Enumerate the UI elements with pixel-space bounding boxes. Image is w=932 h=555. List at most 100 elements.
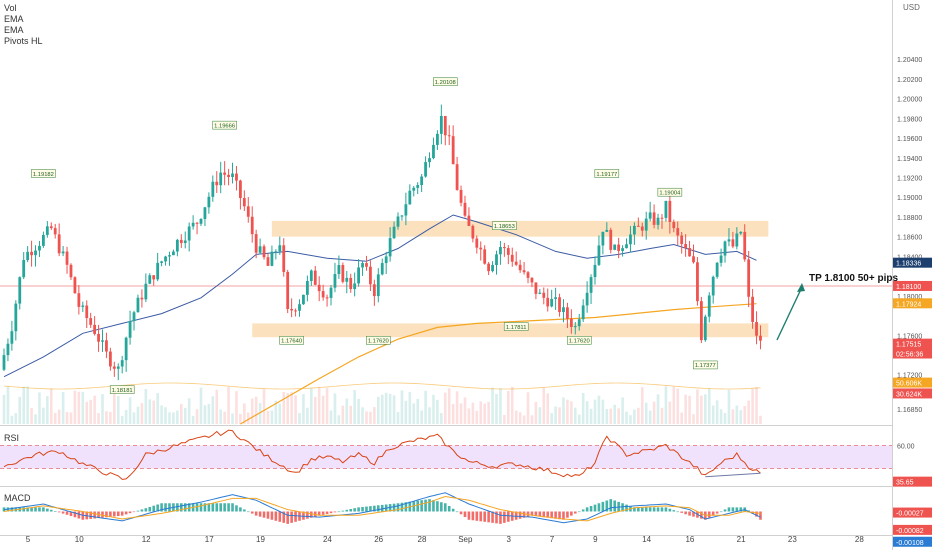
volume-bar <box>53 413 57 424</box>
macd-histogram-bar <box>672 510 676 512</box>
macd-histogram-bar <box>503 511 506 523</box>
volume-bar <box>507 391 510 424</box>
volume-bar <box>69 412 73 424</box>
candle-body <box>349 277 353 290</box>
macd-histogram-bar <box>57 511 61 513</box>
macd-histogram-bar <box>534 511 538 517</box>
legend-ema-fast[interactable]: EMA <box>4 14 24 24</box>
price-tick-label: 1.17600 <box>897 333 922 340</box>
macd-histogram-bar <box>156 504 159 512</box>
volume-bar <box>136 406 140 424</box>
volume-bar <box>109 411 112 424</box>
candle-body <box>250 216 254 235</box>
candle-body <box>530 277 534 283</box>
legend-ema-slow[interactable]: EMA <box>4 25 24 35</box>
candle-body <box>30 251 33 256</box>
volume-bar <box>258 403 262 424</box>
volume-bar <box>672 386 676 424</box>
volume-bar <box>207 403 211 424</box>
candle-body <box>313 270 317 285</box>
macd-histogram-bar <box>396 503 400 512</box>
volume-bar <box>302 394 305 424</box>
candle-body <box>18 277 22 304</box>
volume-bar <box>152 400 156 424</box>
candle-body <box>191 222 195 227</box>
candle-body <box>120 360 124 367</box>
volume-bar <box>73 390 77 424</box>
volume-bar <box>593 399 597 424</box>
candle-body <box>755 321 758 336</box>
candle-body <box>223 172 227 175</box>
candle-body <box>731 239 735 247</box>
price-badge: 30.624K <box>896 391 922 398</box>
macd-histogram-bar <box>392 503 396 512</box>
macd-line <box>3 492 761 524</box>
volume-bar <box>365 411 368 424</box>
candle-body <box>609 229 613 250</box>
volume-bar <box>321 395 325 424</box>
volume-bars <box>2 382 762 424</box>
candle-body <box>116 366 120 369</box>
candle-body <box>376 274 380 297</box>
macd-histogram-bar <box>113 511 116 517</box>
volume-bar <box>223 411 226 424</box>
volume-bar <box>597 395 601 424</box>
time-tick-label: 24 <box>323 535 332 544</box>
pivot-label-box <box>366 336 391 345</box>
candle-body <box>365 263 368 267</box>
volume-bar <box>235 391 238 424</box>
currency-label[interactable]: USD <box>903 3 920 12</box>
rsi-current-badge-bg <box>893 476 932 487</box>
candle-body <box>550 298 554 307</box>
volume-bar <box>648 410 652 424</box>
candle-body <box>428 158 431 163</box>
candle-body <box>246 206 250 217</box>
macd-histogram-bar <box>424 499 427 512</box>
candle-body <box>274 251 278 253</box>
macd-histogram-bar <box>467 511 471 520</box>
time-tick-label: 26 <box>374 535 383 544</box>
macd-histogram-bar <box>373 505 376 512</box>
time-tick-label: 19 <box>256 535 265 544</box>
candle-body <box>502 247 506 249</box>
macd-histogram-bar <box>479 511 483 522</box>
volume-bar <box>18 396 22 424</box>
price-badge-bg <box>893 298 932 309</box>
macd-histogram-bar <box>341 510 345 512</box>
macd-histogram-bar <box>278 511 282 522</box>
volume-bar <box>246 412 250 424</box>
price-tick-label: 1.19400 <box>897 156 922 163</box>
candle-body <box>601 231 605 246</box>
candle-body <box>759 335 762 341</box>
candle-body <box>648 212 652 219</box>
candle-body <box>633 225 636 235</box>
volume-bar <box>609 408 613 424</box>
volume-bar <box>274 400 278 424</box>
macd-histogram-bar <box>365 506 368 512</box>
volume-bar <box>550 413 553 424</box>
tp-arrow-head <box>797 283 805 292</box>
candlestick-series <box>2 104 762 381</box>
candle-body <box>562 307 565 313</box>
volume-bar <box>377 396 380 424</box>
candle-body <box>57 234 61 254</box>
legend-pivots[interactable]: Pivots HL <box>4 36 43 46</box>
volume-bar <box>286 393 289 424</box>
macd-histogram-bar <box>120 511 124 516</box>
pivot-label-box <box>594 169 620 178</box>
macd-histogram-bar <box>231 503 234 512</box>
price-badge-bg <box>893 388 932 399</box>
macd-histogram-bar <box>688 511 691 516</box>
legend-vol[interactable]: Vol <box>4 3 17 13</box>
candle-body <box>168 255 171 257</box>
volume-bar <box>475 410 479 424</box>
macd-histogram-bar <box>625 504 628 512</box>
pivot-label: 1.19666 <box>214 123 235 129</box>
volume-bar <box>644 402 648 424</box>
volume-bar <box>262 388 266 424</box>
candle-body <box>227 174 230 178</box>
candle-body <box>345 277 349 282</box>
candle-body <box>436 133 439 145</box>
